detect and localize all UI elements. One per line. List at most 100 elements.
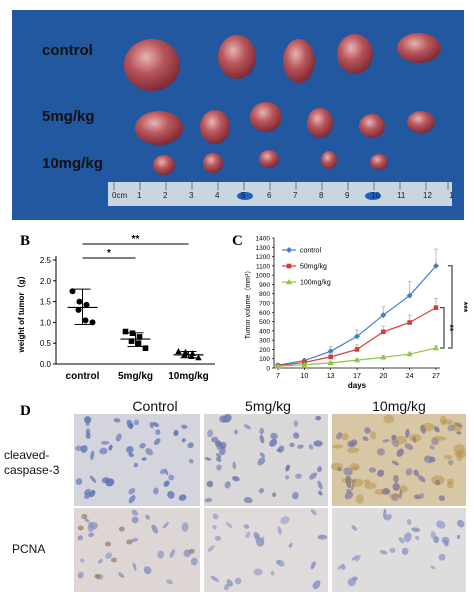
ruler-label: 8 bbox=[319, 191, 324, 200]
cell-nucleus bbox=[133, 462, 138, 468]
column-header-5mg: 5mg/kg bbox=[245, 398, 291, 414]
cell-nucleus bbox=[207, 429, 213, 438]
cell-nucleus bbox=[108, 444, 113, 451]
cell-nucleus bbox=[216, 453, 222, 459]
cell-nucleus bbox=[210, 575, 220, 582]
cell-nucleus bbox=[456, 519, 465, 528]
cell-nucleus bbox=[253, 532, 260, 540]
c-data-marker bbox=[407, 320, 412, 325]
tumor-5mg-4 bbox=[307, 108, 333, 138]
cell-nucleus bbox=[126, 446, 134, 454]
brown-stain bbox=[126, 539, 133, 545]
cell-nucleus bbox=[77, 571, 84, 579]
tumor-volume-line-chart: 0 100 200 300 400 500 600 700 800 900 1000 1100 1200… bbox=[244, 236, 469, 391]
cell-nucleus bbox=[80, 445, 88, 453]
cell-nucleus bbox=[243, 424, 252, 430]
cell-nucleus bbox=[219, 415, 228, 423]
cell-nucleus bbox=[292, 492, 299, 500]
panel-c-letter: C bbox=[232, 233, 243, 249]
brown-stain bbox=[432, 435, 447, 441]
cell-nucleus bbox=[406, 518, 412, 525]
c-x-tick-label: 27 bbox=[432, 373, 440, 380]
cell-nucleus bbox=[90, 450, 95, 461]
c-y-tick-label: 200 bbox=[259, 347, 270, 354]
c-y-tick-label: 600 bbox=[259, 310, 270, 317]
cell-nucleus bbox=[391, 434, 397, 440]
brown-stain bbox=[431, 475, 445, 485]
row-header-caspase-line1: cleaved- bbox=[4, 448, 50, 462]
brown-stain bbox=[81, 514, 88, 520]
cell-nucleus bbox=[89, 475, 97, 483]
tumor-10mg-3 bbox=[259, 150, 279, 168]
cell-nucleus bbox=[211, 436, 219, 443]
cell-nucleus bbox=[412, 436, 417, 443]
weight-scatter-chart: 0.0 0.5 1.0 1.5 2.0 2.5 weight of tumor（g） cont… bbox=[16, 234, 215, 382]
b-data-point bbox=[175, 348, 182, 355]
cell-nucleus bbox=[438, 495, 446, 501]
cell-nucleus bbox=[340, 563, 346, 570]
cell-nucleus bbox=[362, 436, 369, 442]
cell-nucleus bbox=[454, 422, 463, 428]
cell-nucleus bbox=[417, 475, 426, 483]
brown-stain bbox=[446, 478, 455, 485]
b-category-label: control bbox=[66, 371, 100, 382]
c-x-tick-label: 7 bbox=[276, 373, 280, 380]
cell-nucleus bbox=[181, 522, 189, 532]
b-data-point bbox=[195, 354, 202, 361]
cell-nucleus bbox=[295, 473, 302, 479]
cell-nucleus bbox=[313, 440, 323, 447]
cell-nucleus bbox=[269, 438, 278, 447]
cell-nucleus bbox=[337, 565, 343, 570]
histology-grid bbox=[74, 414, 466, 592]
cell-nucleus bbox=[403, 532, 412, 543]
tumor-10mg-4 bbox=[321, 151, 337, 169]
c-data-marker bbox=[381, 329, 386, 335]
group-label-control: control bbox=[42, 42, 93, 59]
row-header-caspase-line2: caspase-3 bbox=[4, 463, 60, 477]
b-significance-label: * bbox=[107, 248, 111, 259]
cell-nucleus bbox=[118, 572, 125, 578]
ruler-label: 7 bbox=[293, 191, 298, 200]
cell-nucleus bbox=[413, 469, 420, 477]
cell-nucleus bbox=[411, 527, 420, 533]
row-header-caspase: cleaved- caspase-3 bbox=[4, 448, 59, 478]
cell-nucleus bbox=[293, 420, 299, 427]
cell-nucleus bbox=[272, 492, 277, 498]
cell-nucleus bbox=[152, 421, 159, 427]
cell-nucleus bbox=[243, 524, 250, 529]
cell-nucleus bbox=[420, 424, 427, 434]
c-y-tick-label: 500 bbox=[259, 319, 270, 326]
c-y-tick-label: 800 bbox=[259, 291, 270, 298]
cell-nucleus bbox=[131, 516, 139, 524]
row-header-pcna: PCNA bbox=[12, 542, 46, 556]
cell-nucleus bbox=[398, 537, 405, 544]
cell-nucleus bbox=[133, 419, 140, 426]
b-data-point bbox=[69, 288, 76, 295]
cell-nucleus bbox=[166, 579, 173, 585]
cell-nucleus bbox=[350, 439, 358, 447]
b-y-axis-title: weight of tumor（g） bbox=[16, 272, 26, 354]
cell-nucleus bbox=[162, 521, 169, 529]
panel-b-letter: B bbox=[20, 233, 31, 249]
brown-stain bbox=[346, 447, 360, 454]
cell-nucleus bbox=[243, 497, 253, 504]
cell-nucleus bbox=[145, 448, 153, 456]
cell-nucleus bbox=[214, 535, 222, 541]
cell-nucleus bbox=[85, 421, 91, 427]
tumor-5mg-3 bbox=[250, 102, 282, 132]
brown-stain bbox=[349, 463, 360, 471]
brown-stain bbox=[441, 419, 454, 425]
cell-nucleus bbox=[232, 461, 237, 470]
cell-nucleus bbox=[259, 452, 266, 458]
c-y-tick-label: 1200 bbox=[256, 254, 271, 261]
cell-nucleus bbox=[392, 483, 400, 491]
cell-nucleus bbox=[128, 488, 136, 495]
brown-stain bbox=[454, 450, 466, 458]
cell-nucleus bbox=[382, 439, 390, 443]
c-y-tick-label: 1300 bbox=[256, 245, 271, 252]
column-header-10mg: 10mg/kg bbox=[372, 398, 426, 414]
cell-nucleus bbox=[355, 554, 361, 562]
cell-nucleus bbox=[350, 479, 357, 484]
brown-stain bbox=[94, 573, 101, 579]
cell-nucleus bbox=[75, 478, 83, 485]
